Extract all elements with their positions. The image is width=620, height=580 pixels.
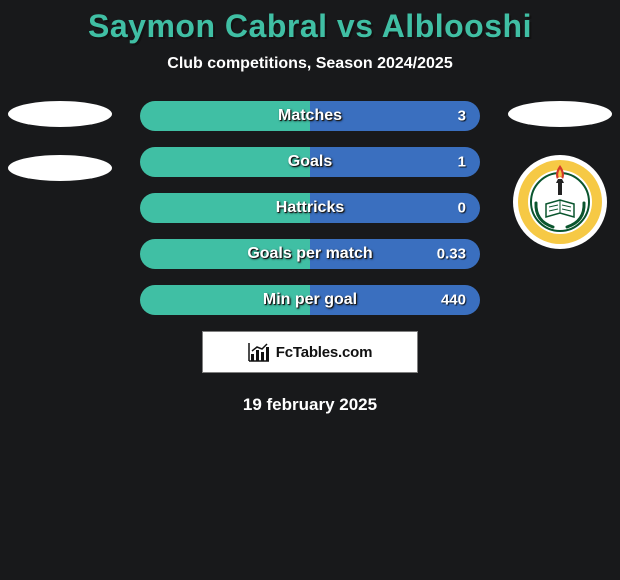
player1-photo-placeholder xyxy=(8,101,112,127)
stat-value-player2: 1 xyxy=(458,154,466,171)
snapshot-date: 19 february 2025 xyxy=(0,395,620,415)
brand-link[interactable]: FcTables.com xyxy=(202,331,418,373)
stat-row-matches: Matches 3 xyxy=(140,101,480,131)
club-badge-svg xyxy=(513,155,607,249)
player2-badges-column xyxy=(500,101,620,249)
stat-label: Hattricks xyxy=(276,199,344,217)
stat-row-min-per-goal: Min per goal 440 xyxy=(140,285,480,315)
stat-row-hattricks: Hattricks 0 xyxy=(140,193,480,223)
subtitle: Club competitions, Season 2024/2025 xyxy=(0,55,620,73)
player1-badges-column xyxy=(0,101,120,209)
player2-photo-placeholder xyxy=(508,101,612,127)
stat-label: Matches xyxy=(278,107,342,125)
stat-label: Goals xyxy=(288,153,332,171)
stat-label: Goals per match xyxy=(247,245,372,263)
page-title: Saymon Cabral vs Alblooshi xyxy=(0,8,620,45)
brand-chart-icon xyxy=(248,342,270,362)
stat-label: Min per goal xyxy=(263,291,357,309)
player2-club-badge xyxy=(513,155,607,249)
stat-value-player2: 0.33 xyxy=(437,246,466,263)
stat-row-goals-per-match: Goals per match 0.33 xyxy=(140,239,480,269)
stat-bars: Matches 3 Goals 1 Hattricks 0 xyxy=(140,101,480,315)
stat-value-player2: 0 xyxy=(458,200,466,217)
stat-right-fill xyxy=(310,147,480,177)
brand-text: FcTables.com xyxy=(276,344,373,361)
player1-club-placeholder xyxy=(8,155,112,181)
stat-left-fill xyxy=(140,147,310,177)
stat-value-player2: 440 xyxy=(441,292,466,309)
stat-value-player2: 3 xyxy=(458,108,466,125)
comparison-card: Saymon Cabral vs Alblooshi Club competit… xyxy=(0,0,620,415)
stat-row-goals: Goals 1 xyxy=(140,147,480,177)
stats-stage: Matches 3 Goals 1 Hattricks 0 xyxy=(0,101,620,415)
